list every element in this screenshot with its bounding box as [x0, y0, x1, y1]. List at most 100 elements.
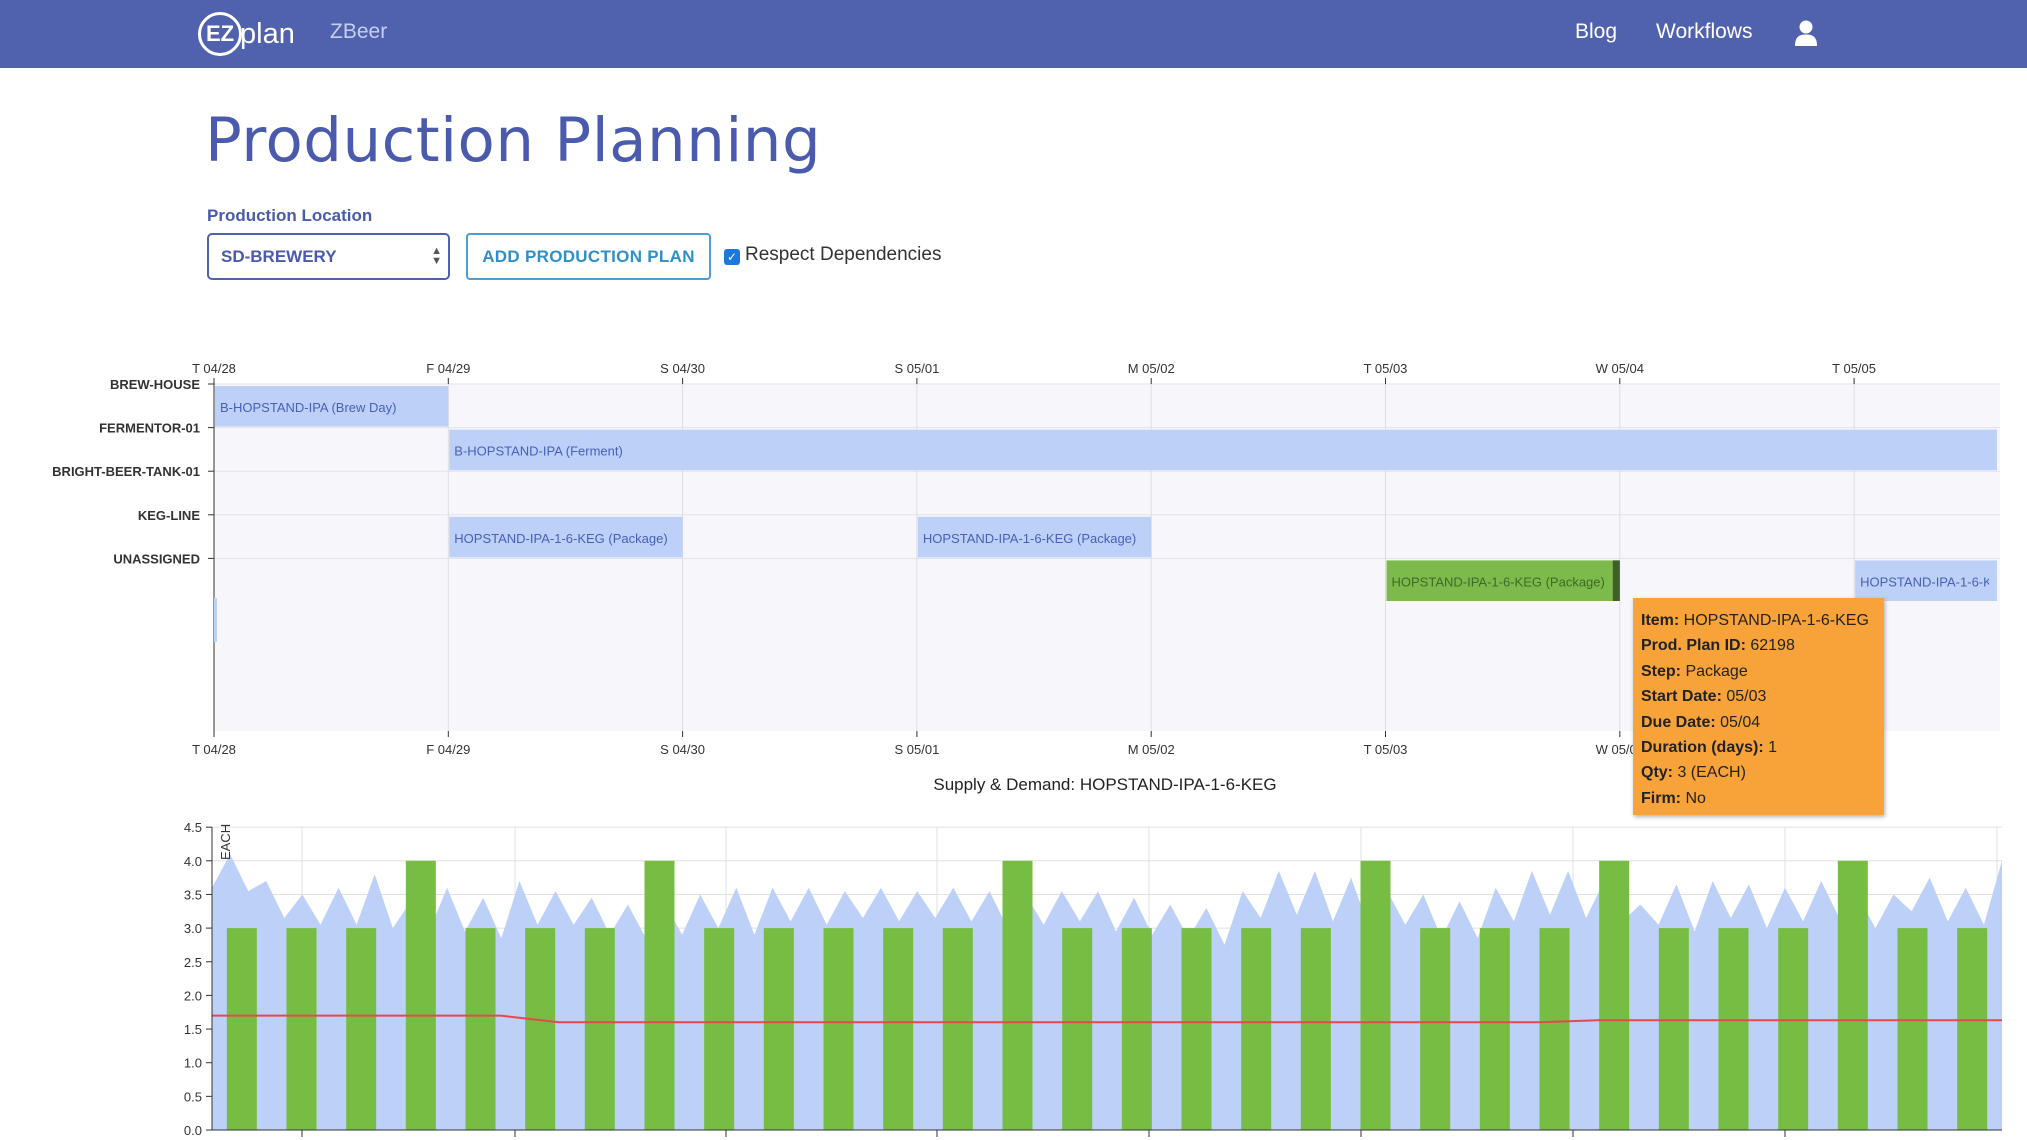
- sd-demand-bar: [1360, 860, 1391, 1130]
- gantt-resource-label: FERMENTOR-01: [99, 421, 200, 436]
- sd-demand-bar: [1658, 928, 1689, 1130]
- gantt-date-label-top: M 05/02: [1128, 361, 1175, 376]
- gantt-date-label-bottom: T 05/03: [1364, 742, 1408, 757]
- tooltip-value: 1: [1763, 738, 1778, 756]
- sd-y-tick-label: 3.0: [184, 921, 202, 936]
- gantt-unassigned-sliver: [214, 598, 217, 642]
- tooltip-row: Qty: 3 (EACH): [1641, 760, 1876, 785]
- sd-demand-bar: [1479, 928, 1510, 1130]
- tooltip-row: Prod. Plan ID: 62198: [1641, 633, 1876, 658]
- sd-demand-bar: [1121, 928, 1152, 1130]
- sd-demand-bar: [1181, 928, 1212, 1130]
- gantt-date-label-bottom: T 04/28: [192, 742, 236, 757]
- sd-demand-bar: [644, 860, 675, 1130]
- sd-demand-bar: [465, 928, 496, 1130]
- production-location-label: Production Location: [207, 206, 373, 225]
- app-name[interactable]: ZBeer: [330, 20, 388, 43]
- sd-y-tick-label: 3.5: [184, 887, 202, 902]
- gantt-date-label-bottom: W 05/04: [1596, 742, 1644, 757]
- gantt-task-label: B-HOPSTAND-IPA (Ferment): [454, 444, 623, 459]
- gantt-resource-label: KEG-LINE: [138, 508, 200, 523]
- sd-demand-bar: [1718, 928, 1749, 1130]
- sd-demand-bar: [942, 928, 973, 1130]
- gantt-task-label: HOPSTAND-IPA-1-6-KEG (Package): [454, 531, 667, 546]
- gantt-date-label-bottom: F 04/29: [426, 742, 470, 757]
- gantt-task-bar: [449, 429, 1998, 471]
- tooltip-key: Step:: [1641, 662, 1681, 680]
- tooltip-row: Due Date: 05/04: [1641, 710, 1876, 735]
- nav-link-blog[interactable]: Blog: [1575, 20, 1618, 43]
- tooltip-value: Package: [1681, 662, 1748, 680]
- brand-logo-mark: EZ: [198, 12, 242, 56]
- gantt-resource-label: BREW-HOUSE: [110, 377, 200, 392]
- sd-demand-bar: [883, 928, 914, 1130]
- sd-y-axis-label: EACH: [218, 824, 233, 860]
- sd-y-tick-label: 4.5: [184, 820, 202, 835]
- page-title: Production Planning: [205, 105, 822, 176]
- sd-demand-bar: [405, 860, 436, 1130]
- gantt-date-label-top: S 04/30: [660, 361, 705, 376]
- gantt-chart: BREW-HOUSE FERMENTOR-01 BRIGHT-BEER-TANK-0…: [52, 361, 2000, 757]
- sd-demand-bar: [525, 928, 556, 1130]
- sd-demand-bar: [1241, 928, 1272, 1130]
- gantt-resource-label: UNASSIGNED: [113, 551, 200, 566]
- brand-logo-text: plan: [240, 17, 295, 50]
- gantt-date-label-top: T 05/05: [1832, 361, 1876, 376]
- tooltip-key: Start Date:: [1641, 688, 1722, 706]
- gantt-date-label-top: T 04/28: [192, 361, 236, 376]
- gantt-date-label-bottom: M 05/02: [1128, 742, 1175, 757]
- tooltip-row: Start Date: 05/03: [1641, 684, 1876, 709]
- tooltip-value: HOPSTAND-IPA-1-6-KEG: [1679, 612, 1869, 629]
- top-navbar: EZ plan ZBeer Blog Workflows: [0, 0, 2027, 68]
- sd-demand-bar: [1002, 860, 1033, 1130]
- gantt-task-label: HOPSTAND-IPA-1-6-KEG (Package): [1392, 574, 1605, 589]
- sd-y-tick-label: 4.0: [184, 854, 202, 869]
- gantt-task-bar: [1855, 560, 1998, 601]
- tooltip-row: Item: HOPSTAND-IPA-1-6-KEG: [1641, 608, 1876, 633]
- tooltip-key: Item:: [1641, 612, 1680, 629]
- production-location-select[interactable]: SD-BREWERY ▲ ▼: [207, 233, 450, 280]
- nav-link-workflows[interactable]: Workflows: [1656, 20, 1753, 43]
- sd-demand-bar: [1599, 860, 1630, 1130]
- respect-dependencies-checkbox[interactable]: ✓: [724, 249, 740, 265]
- sd-y-tick-label: 1.5: [184, 1022, 202, 1037]
- production-location-value: SD-BREWERY: [221, 247, 337, 266]
- tooltip-value: 05/04: [1715, 713, 1761, 731]
- gantt-date-label-top: F 04/29: [426, 361, 470, 376]
- sd-demand-bar: [1300, 928, 1331, 1130]
- sd-demand-bar: [1897, 928, 1928, 1130]
- sd-demand-bar: [763, 928, 794, 1130]
- select-arrows-icon: ▲ ▼: [431, 245, 442, 267]
- tooltip-value: 3 (EACH): [1673, 764, 1746, 782]
- sd-demand-bar: [346, 928, 377, 1130]
- user-icon[interactable]: [1794, 19, 1818, 47]
- sd-y-tick-label: 0.0: [184, 1123, 202, 1138]
- tooltip-key: Prod. Plan ID:: [1641, 637, 1746, 655]
- sd-demand-bar: [1778, 928, 1809, 1130]
- sd-y-tick-label: 1.0: [184, 1056, 202, 1071]
- tooltip-key: Qty:: [1641, 764, 1673, 782]
- gantt-task-bar: [215, 386, 449, 427]
- brand-logo[interactable]: EZ plan: [198, 8, 295, 60]
- tooltip-row: Step: Package: [1641, 659, 1876, 684]
- sd-demand-bar: [286, 928, 317, 1130]
- gantt-resource-label: BRIGHT-BEER-TANK-01: [52, 464, 200, 479]
- gantt-task-label: HOPSTAND-IPA-1-6-KEG (Package): [923, 531, 1136, 546]
- sd-safety-stock-line: [212, 1014, 2002, 1024]
- gantt-task-bar: [1386, 560, 1620, 601]
- add-production-plan-button[interactable]: ADD PRODUCTION PLAN: [466, 233, 711, 280]
- task-tooltip: Item: HOPSTAND-IPA-1-6-KEG Prod. Plan ID:…: [1633, 598, 1884, 815]
- gantt-task-bar: [917, 516, 1152, 558]
- tooltip-value: No: [1681, 789, 1706, 807]
- sd-demand-bar: [1539, 928, 1570, 1130]
- sd-y-tick-label: 2.5: [184, 955, 202, 970]
- tooltip-value: 05/03: [1721, 688, 1767, 706]
- sd-demand-bar: [823, 928, 854, 1130]
- sd-demand-bar: [1837, 860, 1868, 1130]
- tooltip-key: Duration (days):: [1641, 738, 1764, 756]
- sd-y-tick-label: 0.5: [184, 1089, 202, 1104]
- sd-demand-bar: [1420, 928, 1451, 1130]
- gantt-date-label-bottom: S 05/01: [894, 742, 939, 757]
- respect-dependencies-label: Respect Dependencies: [745, 244, 942, 265]
- gantt-task-resize-handle: [1612, 560, 1620, 601]
